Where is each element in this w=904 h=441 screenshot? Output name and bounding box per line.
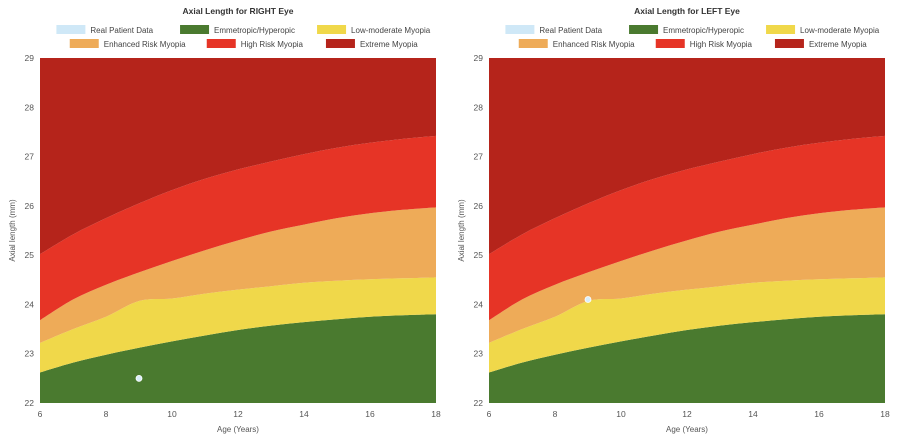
y-tick-label: 22 [474, 398, 484, 408]
legend-item-high-risk[interactable]: High Risk Myopia [206, 39, 304, 49]
band-areas [489, 58, 885, 403]
legend-item-emmetropic[interactable]: Emmetropic/Hyperopic [180, 25, 295, 35]
x-tick-label: 6 [487, 409, 492, 419]
legend-swatch [629, 25, 659, 34]
band-low-moderate [40, 277, 436, 373]
legend-swatch [56, 25, 86, 34]
y-axis-label: Axial length (mm) [8, 199, 17, 262]
legend-label: High Risk Myopia [690, 40, 753, 49]
x-tick-label: 6 [38, 409, 43, 419]
x-tick-label: 8 [104, 409, 109, 419]
x-tick-label: 14 [748, 409, 758, 419]
x-axis-label: Age (Years) [217, 425, 259, 434]
legend-swatch [180, 25, 210, 34]
x-tick-label: 8 [553, 409, 558, 419]
band-enhanced [489, 207, 885, 343]
band-areas [40, 58, 436, 403]
x-tick-label: 14 [299, 409, 309, 419]
band-extreme [40, 58, 436, 255]
band-emmetropic [489, 314, 885, 403]
x-tick-label: 16 [814, 409, 824, 419]
legend-swatch [325, 39, 355, 48]
y-axis: 22 23 24 25 26 27 28 29 [474, 53, 484, 408]
y-tick-label: 24 [474, 299, 484, 309]
legend-swatch [505, 25, 535, 34]
band-extreme [489, 58, 885, 255]
legend-swatch [69, 39, 99, 48]
y-tick-label: 28 [25, 102, 35, 112]
x-axis: 6 8 10 12 14 16 18 [38, 409, 441, 419]
y-tick-label: 29 [474, 53, 484, 63]
legend-label: Low-moderate Myopia [351, 26, 431, 35]
legend-item-real-patient[interactable]: Real Patient Data [505, 25, 603, 35]
right-eye-chart: Axial Length for RIGHT Eye Real Patient D… [8, 6, 441, 434]
legend-label: Enhanced Risk Myopia [104, 40, 186, 49]
y-tick-label: 23 [25, 349, 35, 359]
band-enhanced [40, 207, 436, 343]
y-tick-label: 26 [25, 201, 35, 211]
legend-item-enhanced[interactable]: Enhanced Risk Myopia [69, 39, 186, 49]
y-tick-label: 22 [25, 398, 35, 408]
y-tick-label: 26 [474, 201, 484, 211]
legend-label: Real Patient Data [539, 26, 602, 35]
legend-label: Enhanced Risk Myopia [553, 40, 635, 49]
legend-swatch [206, 39, 236, 48]
patient-data-point[interactable] [584, 296, 592, 303]
patient-data-point[interactable] [135, 374, 143, 382]
legend-swatch [766, 25, 796, 34]
legend-label: Emmetropic/Hyperopic [214, 26, 295, 35]
legend-label: Extreme Myopia [809, 40, 867, 49]
y-tick-label: 25 [474, 250, 484, 260]
legend-item-high-risk[interactable]: High Risk Myopia [655, 39, 753, 49]
x-axis: 6 8 10 12 14 16 18 [487, 409, 890, 419]
legend-label: Emmetropic/Hyperopic [663, 26, 744, 35]
x-tick-label: 12 [233, 409, 243, 419]
legend-item-extreme[interactable]: Extreme Myopia [325, 39, 418, 49]
band-high-risk [489, 135, 885, 321]
chart-title: Axial Length for RIGHT Eye [183, 6, 294, 16]
y-tick-label: 28 [474, 102, 484, 112]
x-axis-label: Age (Years) [666, 425, 708, 434]
band-high-risk [40, 135, 436, 321]
legend-item-extreme[interactable]: Extreme Myopia [774, 39, 867, 49]
y-tick-label: 24 [25, 299, 35, 309]
y-tick-label: 29 [25, 53, 35, 63]
y-axis-label: Axial length (mm) [457, 199, 466, 262]
legend-label: Extreme Myopia [360, 40, 418, 49]
legend-item-low-moderate[interactable]: Low-moderate Myopia [317, 25, 431, 35]
legend-item-emmetropic[interactable]: Emmetropic/Hyperopic [629, 25, 744, 35]
y-tick-label: 25 [25, 250, 35, 260]
legend-swatch [774, 39, 804, 48]
legend-item-low-moderate[interactable]: Low-moderate Myopia [766, 25, 880, 35]
y-axis: 22 23 24 25 26 27 28 29 [25, 53, 35, 408]
legend-item-enhanced[interactable]: Enhanced Risk Myopia [518, 39, 635, 49]
x-tick-label: 10 [616, 409, 626, 419]
y-tick-label: 23 [474, 349, 484, 359]
x-tick-label: 18 [431, 409, 441, 419]
legend-label: Real Patient Data [90, 26, 153, 35]
legend-item-real-patient[interactable]: Real Patient Data [56, 25, 154, 35]
x-tick-label: 16 [365, 409, 375, 419]
legend-swatch [655, 39, 685, 48]
x-tick-label: 12 [682, 409, 692, 419]
legend-swatch [518, 39, 548, 48]
x-tick-label: 10 [167, 409, 177, 419]
legend-label: High Risk Myopia [241, 40, 304, 49]
y-tick-label: 27 [25, 152, 35, 162]
legend-swatch [317, 25, 347, 34]
x-tick-label: 18 [880, 409, 890, 419]
left-eye-chart: Axial Length for LEFT Eye Real Patient Da… [457, 6, 890, 434]
legend-label: Low-moderate Myopia [800, 26, 880, 35]
chart-title: Axial Length for LEFT Eye [634, 6, 740, 16]
y-tick-label: 27 [474, 152, 484, 162]
